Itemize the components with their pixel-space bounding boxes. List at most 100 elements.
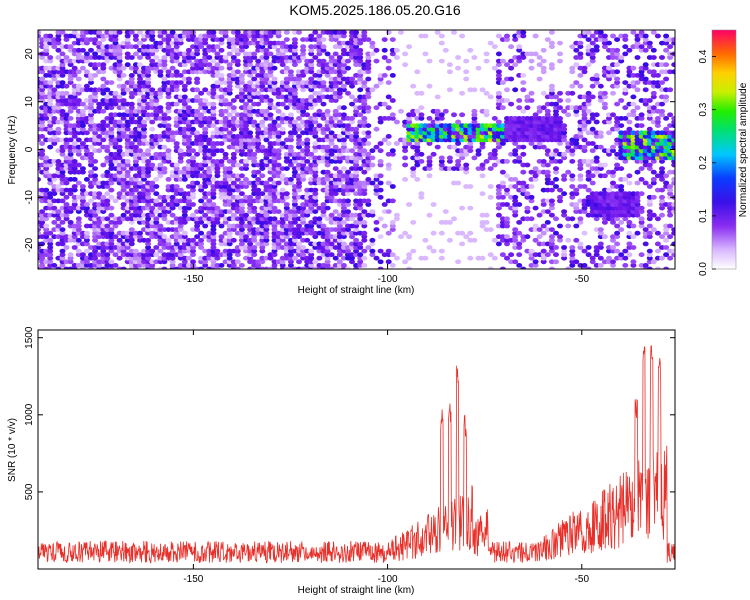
spectrogram-cell <box>51 105 58 111</box>
spectrogram-cell <box>243 237 249 243</box>
spectrogram-cell <box>112 51 119 57</box>
spectrogram-cell <box>218 40 225 46</box>
spectrogram-cell <box>222 230 229 236</box>
spectrogram-cell <box>222 173 229 179</box>
spectrogram-cell <box>55 130 62 136</box>
spectrogram-cell <box>83 69 90 75</box>
spectrogram-cell <box>548 227 555 233</box>
spectrogram-cell <box>161 155 168 161</box>
spectrogram-cell <box>243 65 249 71</box>
spectrogram-cell <box>198 58 205 64</box>
spectrogram-cell <box>247 151 254 157</box>
spectrogram-cell <box>59 220 66 225</box>
spectrogram-cell <box>190 227 196 233</box>
spectrogram-cell <box>283 137 290 143</box>
spectrogram-cell <box>308 252 315 258</box>
spectrogram-cell <box>116 169 123 175</box>
spectrogram-cell <box>296 116 302 121</box>
spectrogram-cell <box>287 245 294 250</box>
spectrogram-cell <box>55 90 62 96</box>
spectrogram-cell <box>251 37 258 42</box>
spectrogram-cell <box>255 112 262 118</box>
spectrogram-cell <box>198 33 205 39</box>
spectrogram-cell <box>92 141 99 146</box>
spectrogram-cell <box>279 227 286 233</box>
spectrogram-cell <box>218 241 225 247</box>
spectrogram-cell <box>532 205 539 211</box>
spectrogram-cell <box>332 255 339 261</box>
spectrogram-cell <box>120 177 127 182</box>
spectrogram-cell <box>47 69 54 75</box>
spectrogram-cell <box>275 209 282 215</box>
spectrogram-cell <box>71 169 78 175</box>
spectrogram-cell <box>132 180 139 186</box>
spectrogram-cell <box>132 144 139 150</box>
spectrogram-cell <box>67 166 74 172</box>
spectrogram-cell <box>451 216 457 222</box>
spectrogram-cell <box>300 155 307 161</box>
spectrogram-cell <box>39 108 46 114</box>
spectrogram-cell <box>230 263 237 268</box>
spectrogram-cell <box>51 90 58 96</box>
spectrogram-cell <box>59 263 66 268</box>
spectrogram-cell <box>340 105 347 111</box>
spectrogram-cell <box>210 90 217 96</box>
spectrogram-cell <box>75 55 82 60</box>
spectrogram-cell <box>132 69 139 75</box>
spectrogram-cell <box>528 58 535 64</box>
spectrogram-cell <box>263 184 270 189</box>
spectrogram-cell <box>88 119 94 125</box>
spectrogram-cell <box>190 148 196 154</box>
spectrogram-cell <box>59 94 66 100</box>
spectrogram-cell <box>145 202 152 207</box>
spectrogram-cell <box>202 98 209 103</box>
spectrogram-cell <box>398 108 404 114</box>
spectrogram-cell <box>504 187 510 193</box>
spectrogram-cell <box>267 144 274 150</box>
spectrogram-cell <box>296 173 302 179</box>
spectrogram-cell <box>601 173 608 179</box>
spectrogram-cell <box>642 263 649 268</box>
spectrogram-cell <box>202 180 209 186</box>
spectrogram-cell <box>185 47 192 53</box>
spectrogram-cell <box>210 101 217 107</box>
spectrogram-cell <box>320 62 327 68</box>
spectrogram-cell <box>100 37 107 42</box>
spectrogram-cell <box>116 30 123 35</box>
spectrogram-cell <box>185 205 192 211</box>
spectrogram-cell <box>173 144 180 150</box>
spectrogram-cell <box>650 194 657 200</box>
spectrogram-cell <box>263 212 270 218</box>
spectrogram-cell <box>202 205 209 211</box>
spectrogram-cell <box>243 33 249 39</box>
spectrogram-cell <box>238 220 245 225</box>
spectrogram-cell <box>210 187 217 193</box>
spectrogram-cell <box>47 245 54 250</box>
spectrogram-cell <box>271 87 278 93</box>
spectrogram-cell <box>296 141 302 146</box>
spectrogram-cell <box>181 209 188 215</box>
spectrogram-cell <box>104 33 111 39</box>
spectrogram-cell <box>275 55 282 60</box>
spectrogram-cell <box>283 177 290 182</box>
spectrogram-cell <box>120 159 127 164</box>
spectrogram-cell <box>161 169 168 175</box>
spectrogram-cell <box>222 87 229 93</box>
spectrogram-cell <box>349 148 355 154</box>
spectrogram-cell <box>271 159 278 164</box>
spectrogram-cell <box>181 177 188 182</box>
spectrogram-cell <box>185 166 192 172</box>
spectrogram-cell <box>108 194 115 200</box>
spectrogram-cell <box>255 126 262 132</box>
spectrogram-cell <box>145 248 152 254</box>
spectrogram-cell <box>287 112 294 118</box>
spectrogram-cell <box>230 98 237 103</box>
spectrogram-cell <box>120 187 127 193</box>
spectrogram-cell <box>206 123 213 128</box>
spectrogram-cell <box>161 144 168 150</box>
spectrogram-cell <box>83 137 90 143</box>
spectrogram-cell <box>238 123 245 128</box>
spectrogram-cell <box>247 87 254 93</box>
spectrogram-cell <box>238 241 245 247</box>
spectrogram-cell <box>47 255 54 261</box>
